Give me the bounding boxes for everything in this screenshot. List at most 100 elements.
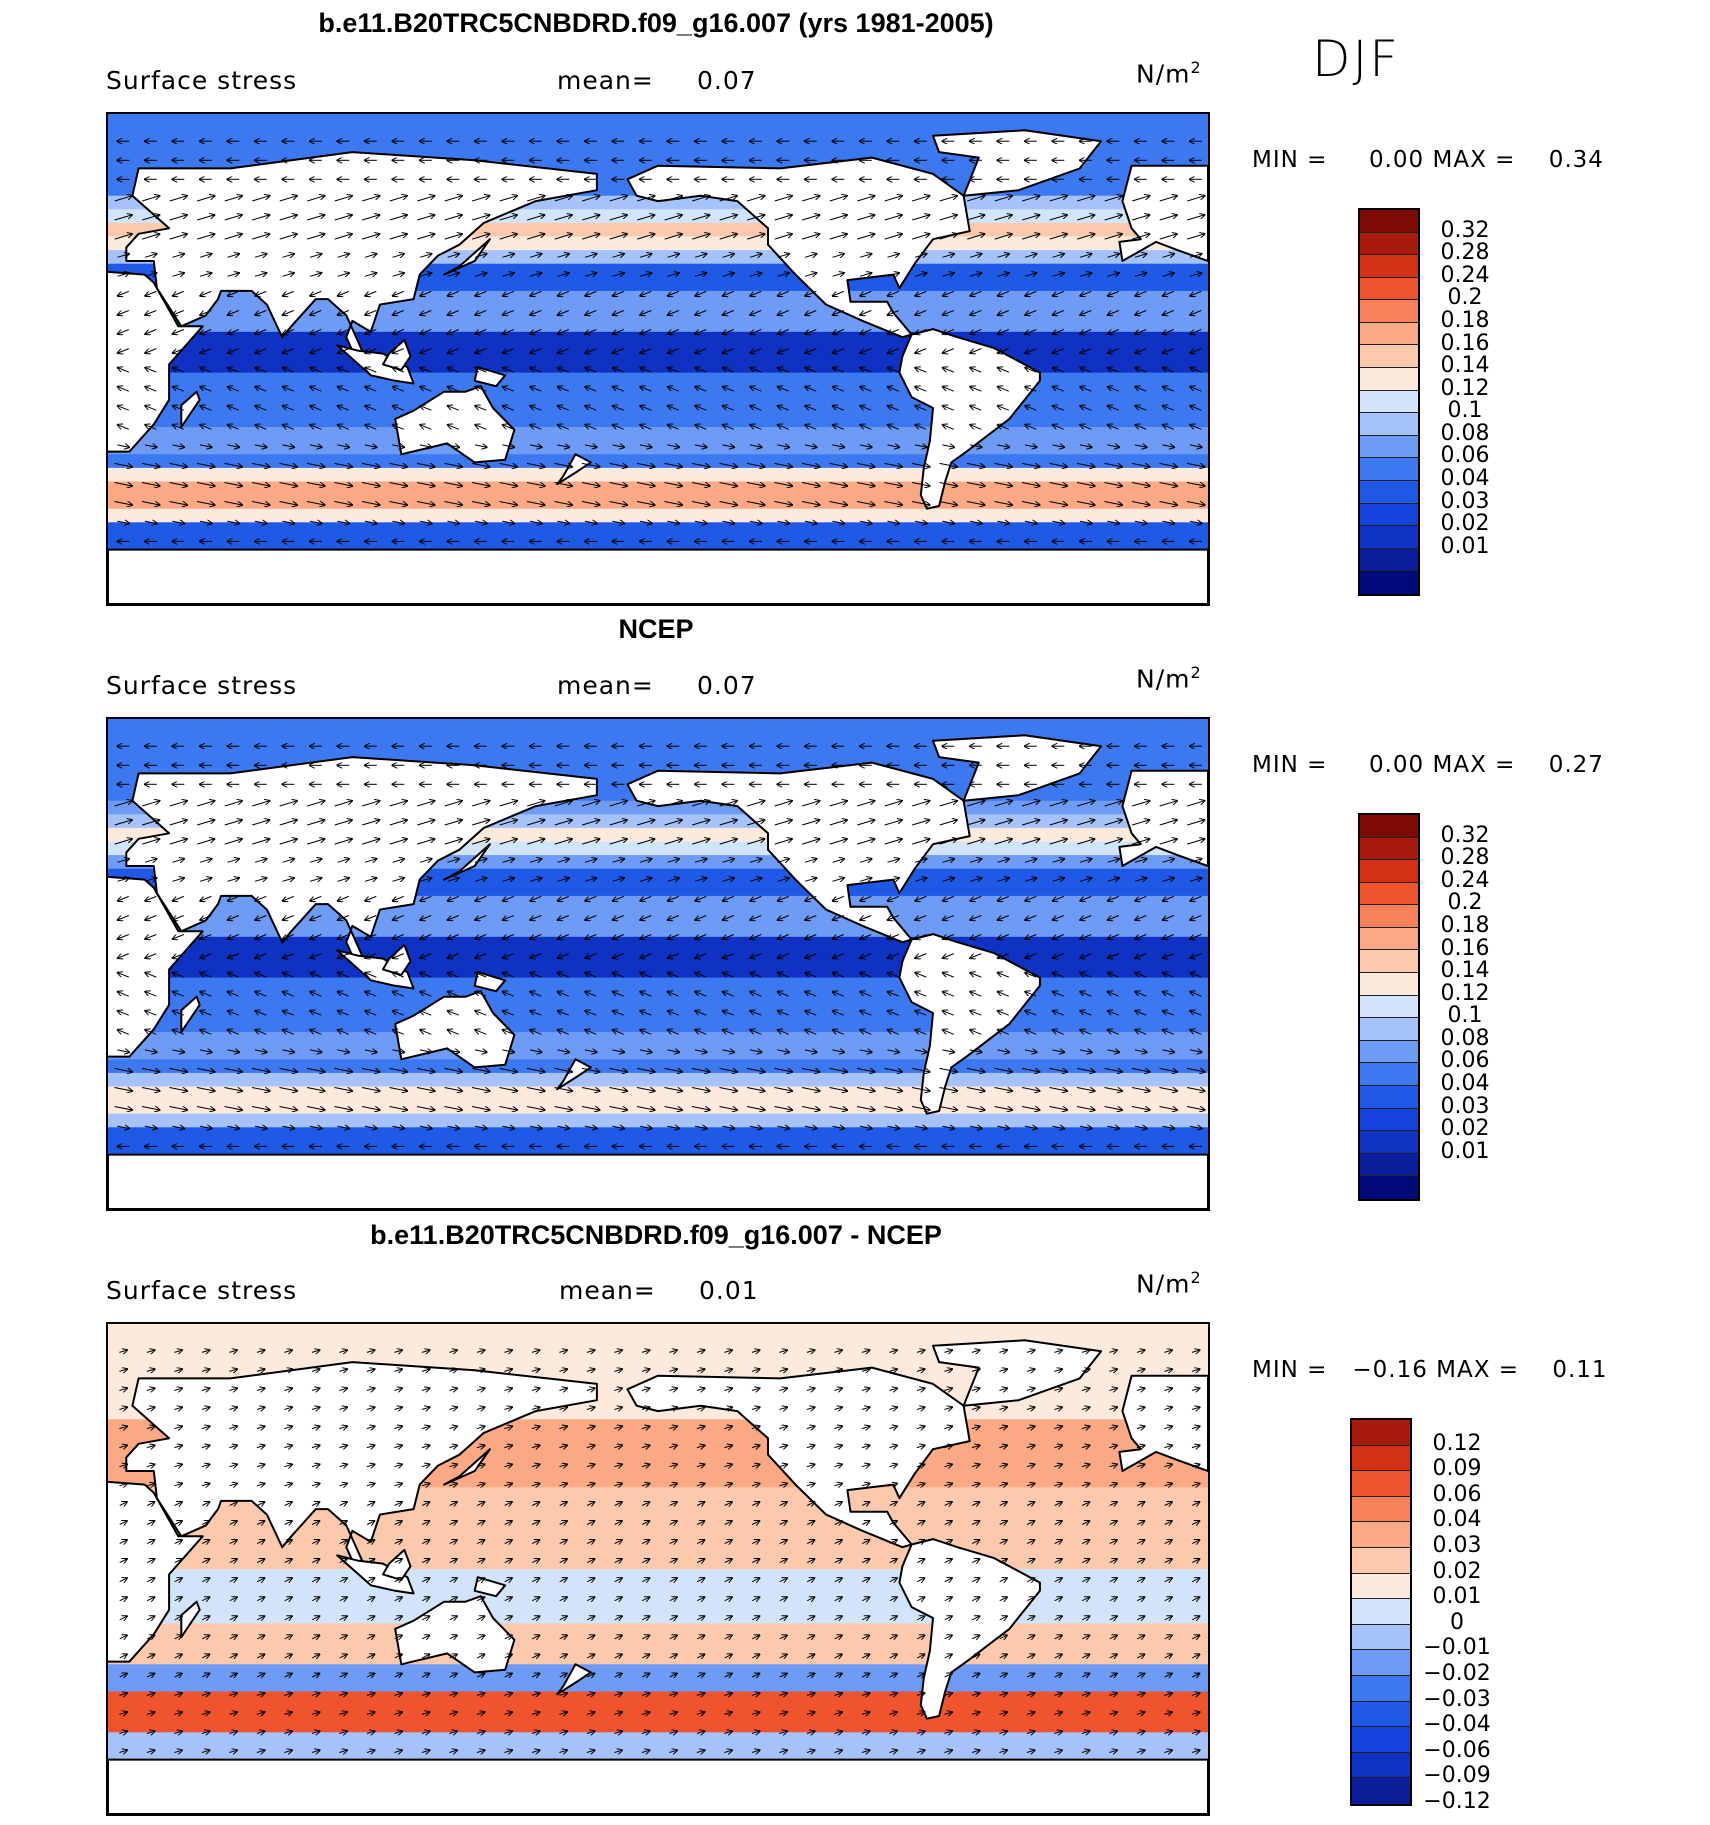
season-label: DJF [1312, 30, 1401, 88]
stress-vector [1135, 329, 1147, 335]
colorbar-tick-label: 0.12 [1440, 375, 1490, 401]
stress-vector [173, 310, 184, 316]
stress-vector [389, 215, 407, 221]
stress-vector [1080, 387, 1092, 392]
colorbar-tick-label: 0.14 [1440, 353, 1490, 379]
colorbar-cell [1360, 571, 1418, 594]
stress-vector [609, 196, 627, 202]
units-text: N/m [1136, 664, 1191, 694]
stress-vector [228, 387, 239, 392]
panel-3-min-value: −0.16 [1352, 1357, 1428, 1383]
stress-vector [668, 368, 679, 373]
stress-vector [943, 368, 954, 373]
stress-vector [1132, 215, 1149, 221]
field-band [108, 719, 1208, 734]
stress-vector [474, 273, 487, 276]
panel-1-max-label: MAX = [1432, 147, 1516, 173]
stress-vector [529, 254, 542, 257]
stress-vector [283, 368, 294, 373]
stress-vector [833, 406, 844, 411]
field-band [108, 372, 1208, 387]
panel-2-title: NCEP [618, 614, 694, 644]
stress-vector [1049, 234, 1067, 240]
panel-1-colorbar [1358, 208, 1420, 596]
stress-vector [1077, 196, 1094, 202]
stress-vector [1022, 234, 1039, 240]
colorbar-tick-label: 0.06 [1440, 1048, 1490, 1074]
stress-vector [1025, 368, 1037, 373]
colorbar-cell [1360, 950, 1418, 974]
stress-vector [503, 368, 514, 373]
stress-vector [1053, 310, 1064, 316]
stress-vector [252, 196, 269, 202]
panel-2-units: N/m2 [1136, 663, 1202, 693]
stress-vector [640, 368, 652, 373]
colorbar-cell [1352, 1522, 1410, 1548]
stress-vector [389, 234, 407, 240]
stress-vector [558, 290, 569, 296]
stress-vector [750, 290, 762, 296]
stress-vector [200, 348, 212, 354]
stress-vector [912, 196, 929, 202]
stress-vector [805, 348, 817, 354]
stress-vector [420, 387, 432, 392]
panel-2-stats: MIN = 0.00 MAX = 0.27 [1252, 752, 1604, 778]
stress-vector [915, 329, 927, 335]
colorbar-tick-label: −0.03 [1423, 1686, 1491, 1712]
stress-vector [723, 290, 734, 296]
stress-vector [1052, 273, 1065, 276]
stress-vector [173, 348, 184, 354]
stress-vector [503, 310, 514, 316]
stress-vector [778, 387, 789, 392]
stress-vector [173, 406, 184, 411]
panel-3-title: b.e11.B20TRC5CNBDRD.f09_g16.007 - NCEP [370, 1220, 942, 1250]
stress-vector [1104, 215, 1122, 221]
stress-vector [448, 348, 459, 354]
field-band [108, 1609, 1208, 1624]
colorbar-tick-label: 0.24 [1440, 867, 1490, 893]
stress-vector [228, 329, 239, 335]
stress-vector [503, 329, 514, 335]
stress-vector [805, 290, 817, 296]
stress-vector [994, 234, 1012, 240]
field-band [108, 964, 1208, 979]
field-band [108, 386, 1208, 401]
colorbar-cell [1360, 413, 1418, 436]
field-band [108, 495, 1208, 510]
stress-vector [640, 329, 652, 335]
colorbar-tick-label: 0.03 [1440, 488, 1490, 514]
colorbar-cell [1352, 1675, 1410, 1702]
stress-vector [915, 290, 927, 296]
stress-vector [283, 290, 294, 296]
stress-vector [1159, 234, 1177, 240]
stress-vector [884, 234, 902, 240]
stress-vector [282, 254, 295, 257]
stress-vector [1135, 290, 1147, 296]
field-band [108, 950, 1208, 965]
stress-vector [472, 215, 489, 221]
stress-vector [1108, 310, 1119, 316]
stress-vector [1025, 310, 1037, 316]
stress-vector [639, 254, 652, 257]
colorbar-cell [1360, 905, 1418, 928]
stress-vector [912, 215, 929, 221]
field-band [108, 508, 1208, 523]
stress-vector [527, 196, 544, 202]
stress-vector [419, 254, 432, 257]
stress-vector [255, 290, 267, 296]
continent-outline [108, 1758, 1208, 1814]
stress-vector [142, 196, 159, 202]
stress-vector [224, 215, 242, 221]
stress-vector [169, 215, 187, 221]
stress-vector [338, 368, 349, 373]
stress-vector [774, 215, 792, 221]
colorbar-cell [1360, 1131, 1418, 1154]
stress-vector [362, 196, 379, 202]
stress-vector [749, 273, 762, 276]
stress-vector [362, 234, 379, 240]
stress-vector [117, 273, 130, 276]
stress-vector [1190, 329, 1202, 335]
stress-vector [833, 368, 844, 373]
field-band [108, 1596, 1208, 1611]
stress-vector [227, 254, 240, 257]
